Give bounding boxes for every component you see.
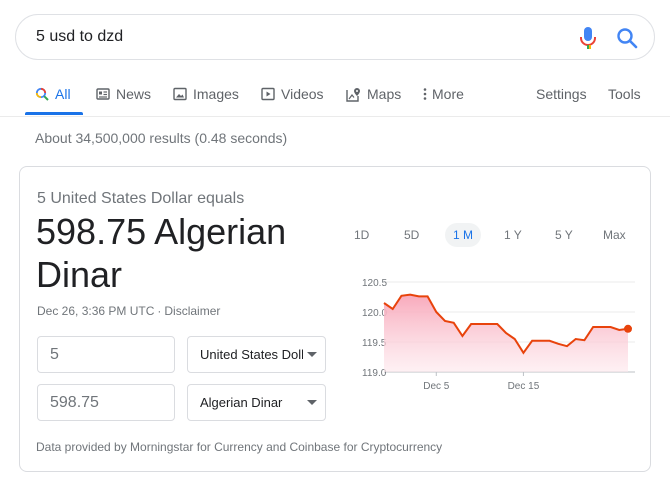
exchange-rate-chart[interactable]: 120.5 120.0 119.5 119.0 Dec 5 Dec 15 xyxy=(340,267,640,397)
map-icon xyxy=(346,88,360,102)
tab-label: News xyxy=(116,86,152,102)
y-tick-label: 119.0 xyxy=(362,368,387,379)
y-tick-label: 120.5 xyxy=(362,278,387,289)
disclaimer-link[interactable]: Disclaimer xyxy=(164,304,221,318)
tabs-divider xyxy=(0,116,670,117)
range-5d-button[interactable]: 5D xyxy=(404,228,420,242)
more-vert-icon xyxy=(423,88,427,100)
news-icon xyxy=(96,88,110,100)
tab-label: Videos xyxy=(281,86,324,102)
tab-label: Maps xyxy=(367,86,402,102)
tools-label: Tools xyxy=(608,86,641,102)
tools-link[interactable]: Tools xyxy=(608,76,641,116)
microphone-icon[interactable] xyxy=(577,26,599,50)
settings-link[interactable]: Settings xyxy=(536,76,587,116)
to-currency-label: Algerian Dinar xyxy=(200,395,283,410)
to-currency-select[interactable]: Algerian Dinar xyxy=(187,384,326,421)
tab-label: Images xyxy=(193,86,239,102)
conversion-result: 598.75 Algerian Dinar xyxy=(36,211,287,295)
range-5y-button[interactable]: 5 Y xyxy=(555,228,573,242)
dropdown-arrow-icon xyxy=(303,337,321,372)
tab-label: All xyxy=(55,86,71,102)
search-icon[interactable] xyxy=(616,27,638,49)
tab-news[interactable]: News xyxy=(96,76,151,116)
settings-label: Settings xyxy=(536,86,587,102)
tab-maps[interactable]: Maps xyxy=(346,76,401,116)
range-max-button[interactable]: Max xyxy=(603,228,626,242)
search-input[interactable] xyxy=(36,15,556,59)
image-icon xyxy=(173,87,187,101)
video-icon xyxy=(261,87,275,101)
equals-label: 5 United States Dollar equals xyxy=(37,190,245,207)
tab-more[interactable]: More xyxy=(422,76,464,116)
y-tick-label: 119.5 xyxy=(362,338,387,349)
from-amount-input[interactable] xyxy=(37,336,175,373)
from-currency-select[interactable]: United States Dollar xyxy=(187,336,326,373)
search-tabs: All News Images Videos Maps xyxy=(0,76,670,116)
currency-converter-card: 5 United States Dollar equals 598.75 Alg… xyxy=(19,166,651,472)
timestamp: Dec 26, 3:36 PM UTC xyxy=(37,304,155,318)
tab-images[interactable]: Images xyxy=(173,76,239,116)
search-bar[interactable] xyxy=(15,14,655,60)
chart-last-point xyxy=(624,324,632,333)
x-tick-label: Dec 5 xyxy=(423,381,450,392)
chart-series-line xyxy=(383,293,629,355)
y-tick-label: 120.0 xyxy=(362,308,387,319)
tab-all[interactable]: All xyxy=(35,76,71,116)
range-1d-button[interactable]: 1D xyxy=(354,228,370,242)
from-currency-label: United States Dollar xyxy=(200,347,316,362)
x-tick-label: Dec 15 xyxy=(508,381,540,392)
dropdown-arrow-icon xyxy=(303,385,321,420)
active-tab-indicator xyxy=(25,112,83,115)
range-1m-button[interactable]: 1 M xyxy=(445,223,482,247)
timestamp-line: Dec 26, 3:36 PM UTC · Disclaimer xyxy=(37,304,221,318)
data-attribution: Data provided by Morningstar for Currenc… xyxy=(36,440,443,454)
search-icon xyxy=(35,87,49,101)
range-1y-button[interactable]: 1 Y xyxy=(504,228,522,242)
tab-label: More xyxy=(432,86,464,102)
result-stats: About 34,500,000 results (0.48 seconds) xyxy=(35,130,288,146)
to-amount-input[interactable] xyxy=(37,384,175,421)
tab-videos[interactable]: Videos xyxy=(261,76,324,116)
